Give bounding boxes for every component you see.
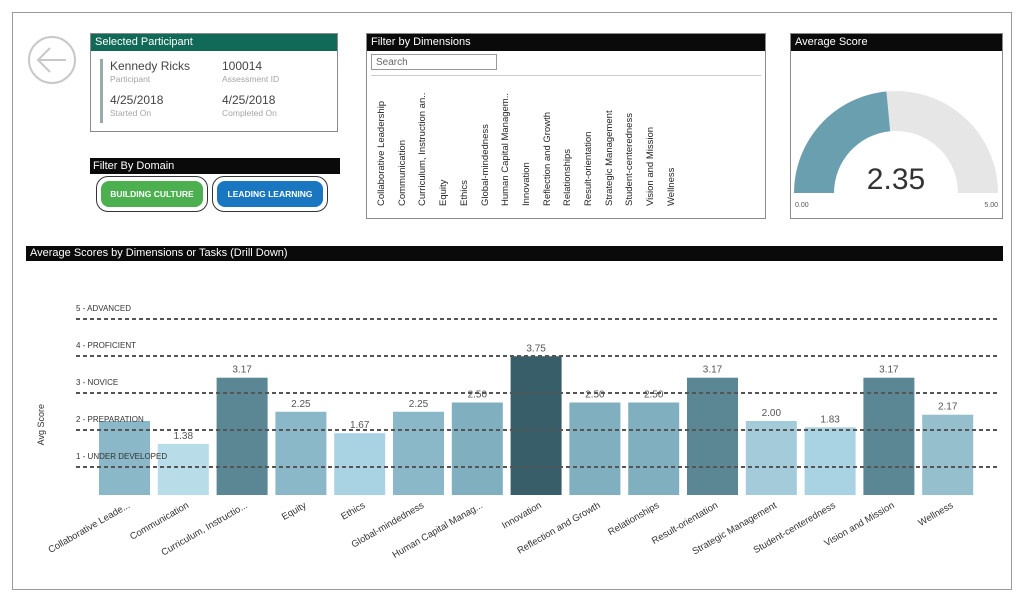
assessment-id-field: 100014 Assessment ID xyxy=(222,59,279,84)
bar-vision-and-mission[interactable] xyxy=(863,377,915,495)
started-on-label: Started On xyxy=(110,108,152,118)
assessment-id-label: Assessment ID xyxy=(222,74,280,84)
assessment-id: 100014 xyxy=(222,59,263,73)
bar-value-label: 2.25 xyxy=(409,399,429,410)
chart-header: Average Scores by Dimensions or Tasks (D… xyxy=(26,246,1003,261)
dimension-item-relationships[interactable]: Relationships xyxy=(561,82,575,212)
bar-ethics[interactable] xyxy=(334,433,386,495)
building-culture-slicer: BUILDING CULTURE xyxy=(96,176,208,212)
bar-value-label: 1.38 xyxy=(174,431,194,442)
bar-value-label: 2.00 xyxy=(762,408,782,419)
reference-line-label: 4 - PROFICIENT xyxy=(76,341,136,350)
gauge-max-label: 5.00 xyxy=(984,202,998,209)
bar-collaborative-leade[interactable] xyxy=(99,421,150,495)
reference-line-label: 1 - UNDER DEVELOPED xyxy=(76,452,167,461)
dimension-item-equity[interactable]: Equity xyxy=(437,82,451,212)
selected-participant-card: Selected Participant Kennedy Ricks Parti… xyxy=(90,33,338,132)
bar-value-label: 3.75 xyxy=(526,343,546,354)
completed-on-field: 4/25/2018 Completed On xyxy=(222,93,277,118)
bar-value-label: 3.17 xyxy=(879,365,899,376)
x-tick-label: Innovation xyxy=(500,500,543,531)
dimension-item-student-centeredness[interactable]: Student-centeredness xyxy=(623,82,637,212)
x-tick-label: Relationships xyxy=(606,500,661,538)
leading-learning-button[interactable]: LEADING LEARNING xyxy=(217,181,323,207)
dimension-item-communication[interactable]: Communication xyxy=(396,82,410,212)
participant-card-header: Selected Participant xyxy=(91,34,337,51)
average-score-value: 2.35 xyxy=(867,163,925,196)
bar-relationships[interactable] xyxy=(628,402,680,496)
building-culture-button[interactable]: BUILDING CULTURE xyxy=(101,181,203,207)
completed-on-label: Completed On xyxy=(222,108,277,118)
bar-value-label: 3.17 xyxy=(232,365,252,376)
dimension-item-human-capital-managem[interactable]: Human Capital Managem.. xyxy=(499,82,513,212)
bar-strategic-management[interactable] xyxy=(745,421,797,495)
dimension-search-input[interactable] xyxy=(371,54,497,70)
bar-equity[interactable] xyxy=(275,411,327,495)
filter-by-dimensions-header: Filter by Dimensions xyxy=(367,34,765,51)
x-tick-label: Wellness xyxy=(916,500,955,529)
reference-line-label: 5 - ADVANCED xyxy=(76,304,131,313)
average-score-header: Average Score xyxy=(791,34,1002,51)
gauge-fill xyxy=(794,91,891,193)
filter-by-dimensions-panel: Filter by Dimensions Collaborative Leade… xyxy=(366,33,766,219)
leading-learning-slicer: LEADING LEARNING xyxy=(212,176,328,212)
dimension-item-ethics[interactable]: Ethics xyxy=(458,82,472,212)
bar-global-mindedness[interactable] xyxy=(393,411,444,495)
x-tick-label: Ethics xyxy=(339,500,367,523)
bar-reflection-and-growth[interactable] xyxy=(569,402,621,496)
bar-value-label: 3.17 xyxy=(703,365,723,376)
bar-value-label: 2.25 xyxy=(291,399,311,410)
accent-bar xyxy=(100,59,103,123)
started-on-date: 4/25/2018 xyxy=(110,93,164,107)
bar-value-label: 2.50 xyxy=(644,390,664,401)
x-tick-label: Equity xyxy=(280,500,309,523)
divider xyxy=(371,75,761,76)
average-scores-chart-panel: Average Scores by Dimensions or Tasks (D… xyxy=(26,246,1003,582)
y-axis-label: Avg Score xyxy=(36,404,46,445)
bar-value-label: 2.17 xyxy=(938,402,958,413)
dimension-item-vision-and-mission[interactable]: Vision and Mission xyxy=(644,82,658,212)
gauge-min-label: 0.00 xyxy=(795,202,809,209)
bar-human-capital-manag[interactable] xyxy=(451,402,503,496)
x-tick-label: Collaborative Leade... xyxy=(46,500,132,556)
bar-value-label: 2.50 xyxy=(585,390,605,401)
average-score-card: Average Score 2.35 0.00 5.00 xyxy=(790,33,1003,219)
participant-name-field: Kennedy Ricks Participant xyxy=(110,59,190,84)
dimension-item-wellness[interactable]: Wellness xyxy=(665,82,679,212)
bar-curriculum-instructio[interactable] xyxy=(216,377,268,495)
dimension-item-strategic-management[interactable]: Strategic Management xyxy=(603,82,617,212)
dimension-item-reflection-and-growth[interactable]: Reflection and Growth xyxy=(541,82,555,212)
dimension-item-curriculum-instruction-an[interactable]: Curriculum, Instruction an.. xyxy=(416,82,430,212)
dimension-item-innovation[interactable]: Innovation xyxy=(520,82,534,212)
bar-wellness[interactable] xyxy=(922,414,974,495)
started-on-field: 4/25/2018 Started On xyxy=(110,93,163,118)
bar-innovation[interactable] xyxy=(510,356,562,495)
reference-line-label: 3 - NOVICE xyxy=(76,378,118,387)
bar-value-label: 1.67 xyxy=(350,420,370,431)
reference-line-label: 2 - PREPARATION xyxy=(76,415,144,424)
participant-name-label: Participant xyxy=(110,74,151,84)
bar-value-label: 1.83 xyxy=(820,414,840,425)
participant-name: Kennedy Ricks xyxy=(110,59,191,73)
bar-communication[interactable] xyxy=(157,443,209,495)
filter-by-domain-header: Filter By Domain xyxy=(90,158,340,174)
dimension-item-collaborative-leadership[interactable]: Collaborative Leadership xyxy=(375,82,389,212)
bar-value-label: 2.50 xyxy=(468,390,488,401)
back-arrow-icon xyxy=(28,36,76,84)
bar-student-centeredness[interactable] xyxy=(804,427,856,495)
back-button[interactable] xyxy=(26,34,78,86)
bar-result-orientation[interactable] xyxy=(687,377,738,495)
completed-on-date: 4/25/2018 xyxy=(222,93,276,107)
average-score-gauge: 2.35 0.00 5.00 xyxy=(794,91,998,209)
dimension-item-label: Wellness xyxy=(665,167,677,206)
dimension-item-result-orientation[interactable]: Result-orientation xyxy=(582,82,596,212)
dimension-item-global-mindedness[interactable]: Global-mindedness xyxy=(479,82,493,212)
